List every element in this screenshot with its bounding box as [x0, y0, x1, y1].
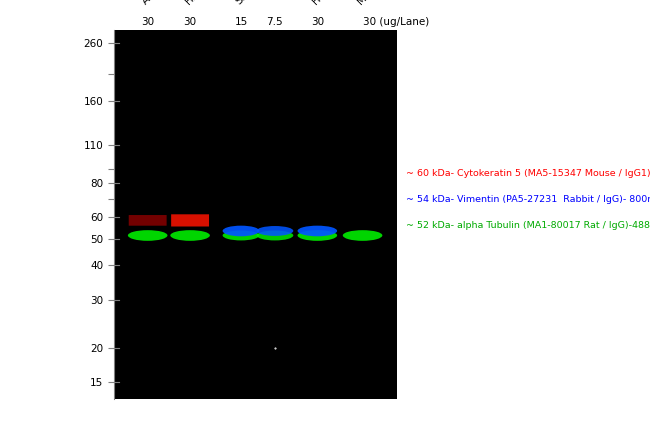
Text: 30: 30: [311, 17, 324, 27]
Text: 15: 15: [235, 17, 248, 27]
Text: ~ 60 kDa- Cytokeratin 5 (MA5-15347 Mouse / IgG1)-647nm: ~ 60 kDa- Cytokeratin 5 (MA5-15347 Mouse…: [406, 169, 650, 178]
Text: SH-SY5Y: SH-SY5Y: [234, 0, 272, 6]
Text: HeLa: HeLa: [310, 0, 336, 6]
Ellipse shape: [298, 230, 337, 241]
Ellipse shape: [298, 226, 337, 236]
Ellipse shape: [222, 226, 259, 236]
FancyBboxPatch shape: [129, 215, 166, 226]
FancyBboxPatch shape: [171, 214, 209, 227]
Text: HACAT: HACAT: [183, 0, 214, 6]
Text: MCF7: MCF7: [356, 0, 383, 6]
Ellipse shape: [222, 230, 259, 240]
Ellipse shape: [257, 230, 293, 240]
Text: 30 (ug/Lane): 30 (ug/Lane): [363, 17, 429, 27]
Text: 30: 30: [141, 17, 154, 27]
Text: 30: 30: [183, 17, 197, 27]
Ellipse shape: [128, 230, 168, 241]
Text: ~ 54 kDa- Vimentin (PA5-27231  Rabbit / IgG)- 800nm: ~ 54 kDa- Vimentin (PA5-27231 Rabbit / I…: [406, 195, 650, 204]
Text: A-431: A-431: [140, 0, 169, 6]
Ellipse shape: [343, 230, 382, 241]
Text: 7.5: 7.5: [266, 17, 283, 27]
Text: ~ 52 kDa- alpha Tubulin (MA1-80017 Rat / IgG)-488nm: ~ 52 kDa- alpha Tubulin (MA1-80017 Rat /…: [406, 221, 650, 230]
Ellipse shape: [257, 226, 293, 236]
Ellipse shape: [170, 230, 210, 241]
